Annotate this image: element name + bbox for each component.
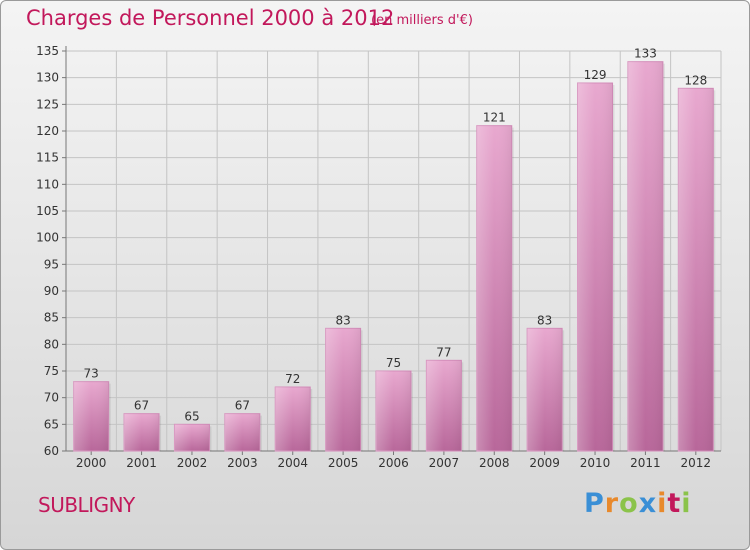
y-tick-label: 105 (36, 204, 59, 218)
data-label: 133 (634, 47, 657, 61)
data-label: 128 (684, 73, 707, 87)
bar-highlight (275, 387, 311, 451)
data-label: 67 (134, 399, 149, 413)
data-label: 77 (436, 345, 451, 359)
x-tick-label: 2002 (177, 456, 208, 470)
y-tick-label: 125 (36, 97, 59, 111)
data-label: 75 (386, 356, 401, 370)
x-tick-label: 2010 (580, 456, 611, 470)
bar-highlight (124, 413, 160, 451)
x-tick-label: 2011 (630, 456, 661, 470)
logo-letter: o (619, 488, 639, 519)
data-label: 83 (537, 313, 552, 327)
proxiti-logo: Proxiti (584, 488, 692, 519)
bar-highlight (627, 61, 663, 452)
x-tick-label: 2000 (76, 456, 107, 470)
logo-letter: i (681, 488, 692, 519)
bar-highlight (376, 371, 411, 451)
y-tick-label: 115 (36, 151, 59, 165)
data-label: 83 (335, 313, 350, 327)
y-tick-label: 85 (44, 311, 59, 325)
data-label: 129 (584, 68, 607, 82)
logo-letter: t (667, 488, 682, 519)
chart-title: Charges de Personnel 2000 à 2012 (26, 6, 395, 30)
bar-highlight (426, 360, 462, 451)
y-tick-label: 120 (36, 124, 59, 138)
bar-highlight (678, 88, 714, 451)
bar-highlight (577, 83, 613, 451)
y-tick-label: 90 (44, 284, 59, 298)
y-tick-label: 100 (36, 231, 59, 245)
x-tick-label: 2004 (277, 456, 308, 470)
bar-highlight (174, 424, 210, 451)
x-tick-label: 2003 (227, 456, 258, 470)
data-label: 72 (285, 372, 300, 386)
bar-highlight (527, 328, 563, 451)
y-tick-label: 60 (44, 444, 59, 458)
bar-highlight (325, 328, 361, 451)
bar-highlight (476, 125, 512, 452)
x-tick-label: 2006 (378, 456, 409, 470)
y-tick-label: 110 (36, 177, 59, 191)
y-tick-label: 130 (36, 71, 59, 85)
y-tick-label: 80 (44, 337, 59, 351)
x-tick-label: 2009 (529, 456, 560, 470)
y-tick-label: 75 (44, 364, 59, 378)
data-label: 65 (184, 409, 199, 423)
y-tick-label: 70 (44, 391, 59, 405)
bar-highlight (224, 413, 260, 451)
bar-highlight (73, 381, 109, 451)
x-tick-label: 2007 (429, 456, 460, 470)
chart-subtitle: (en milliers d'€) (371, 13, 473, 28)
x-tick-label: 2008 (479, 456, 510, 470)
data-label: 73 (84, 367, 99, 381)
x-tick-label: 2012 (681, 456, 712, 470)
data-label: 121 (483, 111, 506, 125)
logo-letter: x (638, 488, 658, 519)
y-tick-label: 135 (36, 44, 59, 58)
logo-letter: P (584, 488, 605, 519)
commune-name: SUBLIGNY (38, 493, 135, 517)
y-tick-label: 65 (44, 417, 59, 431)
x-tick-label: 2001 (126, 456, 157, 470)
logo-letter: r (604, 488, 620, 519)
data-label: 67 (235, 399, 250, 413)
x-tick-label: 2005 (328, 456, 359, 470)
y-tick-label: 95 (44, 257, 59, 271)
logo-letter: i (657, 488, 668, 519)
